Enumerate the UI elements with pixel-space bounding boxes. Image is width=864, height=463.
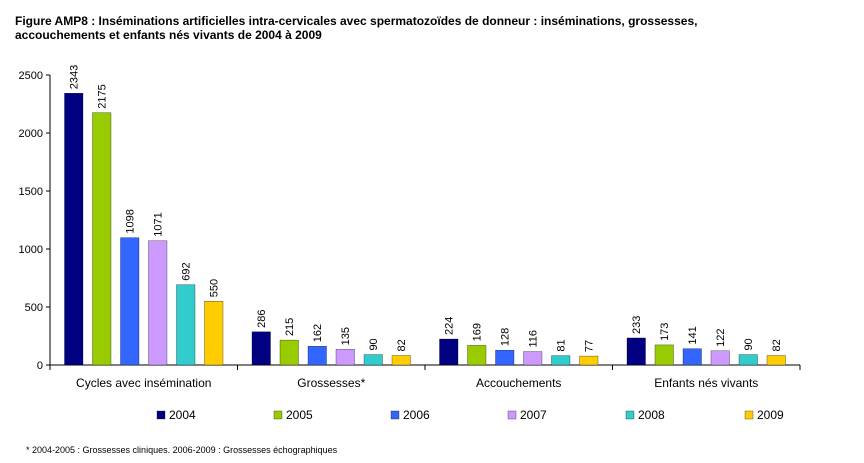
bar-value-label: 128: [500, 328, 512, 346]
bar-value-label: 135: [340, 327, 352, 345]
bar-value-label: 77: [584, 340, 596, 352]
bar-value-label: 215: [284, 318, 296, 336]
bar-2006-3: [495, 350, 515, 366]
x-category-label: Cycles avec insémination: [76, 376, 211, 390]
bar-value-label: 224: [444, 317, 456, 335]
bar-value-label: 90: [368, 338, 380, 350]
bar-value-label: 692: [181, 262, 193, 280]
legend-label-2009: 2009: [757, 408, 784, 422]
legend-label-2008: 2008: [638, 408, 665, 422]
bar-2005-1: [92, 112, 112, 366]
y-tick-label-1000: 1000: [19, 244, 43, 256]
legend-label-2006: 2006: [403, 408, 430, 422]
x-category-label: Accouchements: [476, 376, 561, 390]
bar-2008-4: [738, 354, 758, 366]
bar-2004-3: [439, 338, 459, 366]
y-tick-label-2500: 2500: [19, 70, 43, 82]
bar-2005-4: [654, 344, 674, 366]
bar-2008-1: [176, 284, 196, 366]
bar-2007-1: [148, 240, 168, 366]
bar-value-label: 173: [659, 323, 671, 341]
bar-2008-2: [363, 354, 383, 366]
y-tick-label-0: 0: [37, 360, 43, 372]
legend-swatch-2005: [273, 410, 283, 420]
bar-2005-3: [467, 345, 487, 366]
bar-2006-4: [682, 348, 702, 366]
bar-value-label: 116: [528, 330, 540, 348]
legend-label-2007: 2007: [520, 408, 547, 422]
legend-swatch-2004: [156, 410, 166, 420]
bar-value-label: 550: [209, 279, 221, 297]
bar-value-label: 1071: [153, 212, 165, 236]
bar-2008-3: [551, 355, 571, 366]
x-category-label: Enfants nés vivants: [654, 376, 758, 390]
bar-2004-4: [626, 337, 646, 366]
bar-value-label: 82: [771, 339, 783, 351]
bar-2009-4: [766, 355, 786, 366]
bar-value-label: 81: [556, 339, 568, 351]
bar-value-label: 1098: [125, 209, 137, 233]
chart-footnote: * 2004-2005 : Grossesses cliniques. 2006…: [26, 445, 338, 455]
x-category-label: Grossesses*: [297, 376, 365, 390]
bar-value-label: 122: [715, 328, 727, 346]
legend-swatch-2007: [507, 410, 517, 420]
bar-value-label: 90: [743, 338, 755, 350]
chart-title: Figure AMP8 : Inséminations artificielle…: [15, 14, 845, 42]
legend-swatch-2008: [625, 410, 635, 420]
chart-title-line-2: accouchements et enfants nés vivants de …: [15, 28, 322, 42]
bar-2007-3: [523, 351, 543, 366]
bar-value-label: 2175: [97, 84, 109, 108]
bar-value-label: 82: [396, 339, 408, 351]
bar-value-label: 169: [472, 323, 484, 341]
bar-value-label: 141: [687, 326, 699, 344]
bar-2006-2: [307, 346, 327, 366]
bar-2004-2: [251, 331, 271, 366]
y-tick-label-1500: 1500: [19, 186, 43, 198]
legend-swatch-2006: [390, 410, 400, 420]
bar-2009-1: [204, 301, 224, 366]
bar-2007-2: [335, 349, 355, 366]
bar-2004-1: [64, 93, 84, 366]
legend-swatch-2009: [744, 410, 754, 420]
bar-2007-4: [710, 350, 730, 366]
y-tick-label-2000: 2000: [19, 128, 43, 140]
chart-title-line-1: Figure AMP8 : Inséminations artificielle…: [15, 14, 698, 28]
bar-2009-2: [391, 355, 411, 366]
legend-label-2004: 2004: [169, 408, 196, 422]
bar-value-label: 233: [631, 316, 643, 334]
bar-2009-3: [579, 355, 599, 366]
bar-value-label: 2343: [69, 65, 81, 89]
bar-value-label: 162: [312, 324, 324, 342]
bar-2005-2: [279, 339, 299, 366]
legend-label-2005: 2005: [286, 408, 313, 422]
bar-value-label: 286: [256, 309, 268, 327]
y-tick-label-500: 500: [25, 302, 43, 314]
bar-2006-1: [120, 237, 140, 366]
